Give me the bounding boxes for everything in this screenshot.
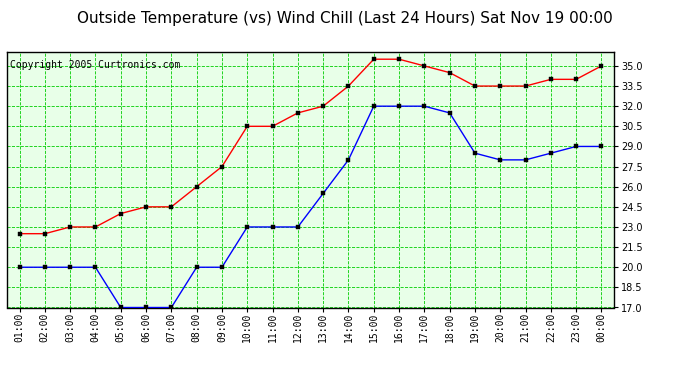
Text: Copyright 2005 Curtronics.com: Copyright 2005 Curtronics.com [10, 60, 180, 70]
Text: Outside Temperature (vs) Wind Chill (Last 24 Hours) Sat Nov 19 00:00: Outside Temperature (vs) Wind Chill (Las… [77, 11, 613, 26]
